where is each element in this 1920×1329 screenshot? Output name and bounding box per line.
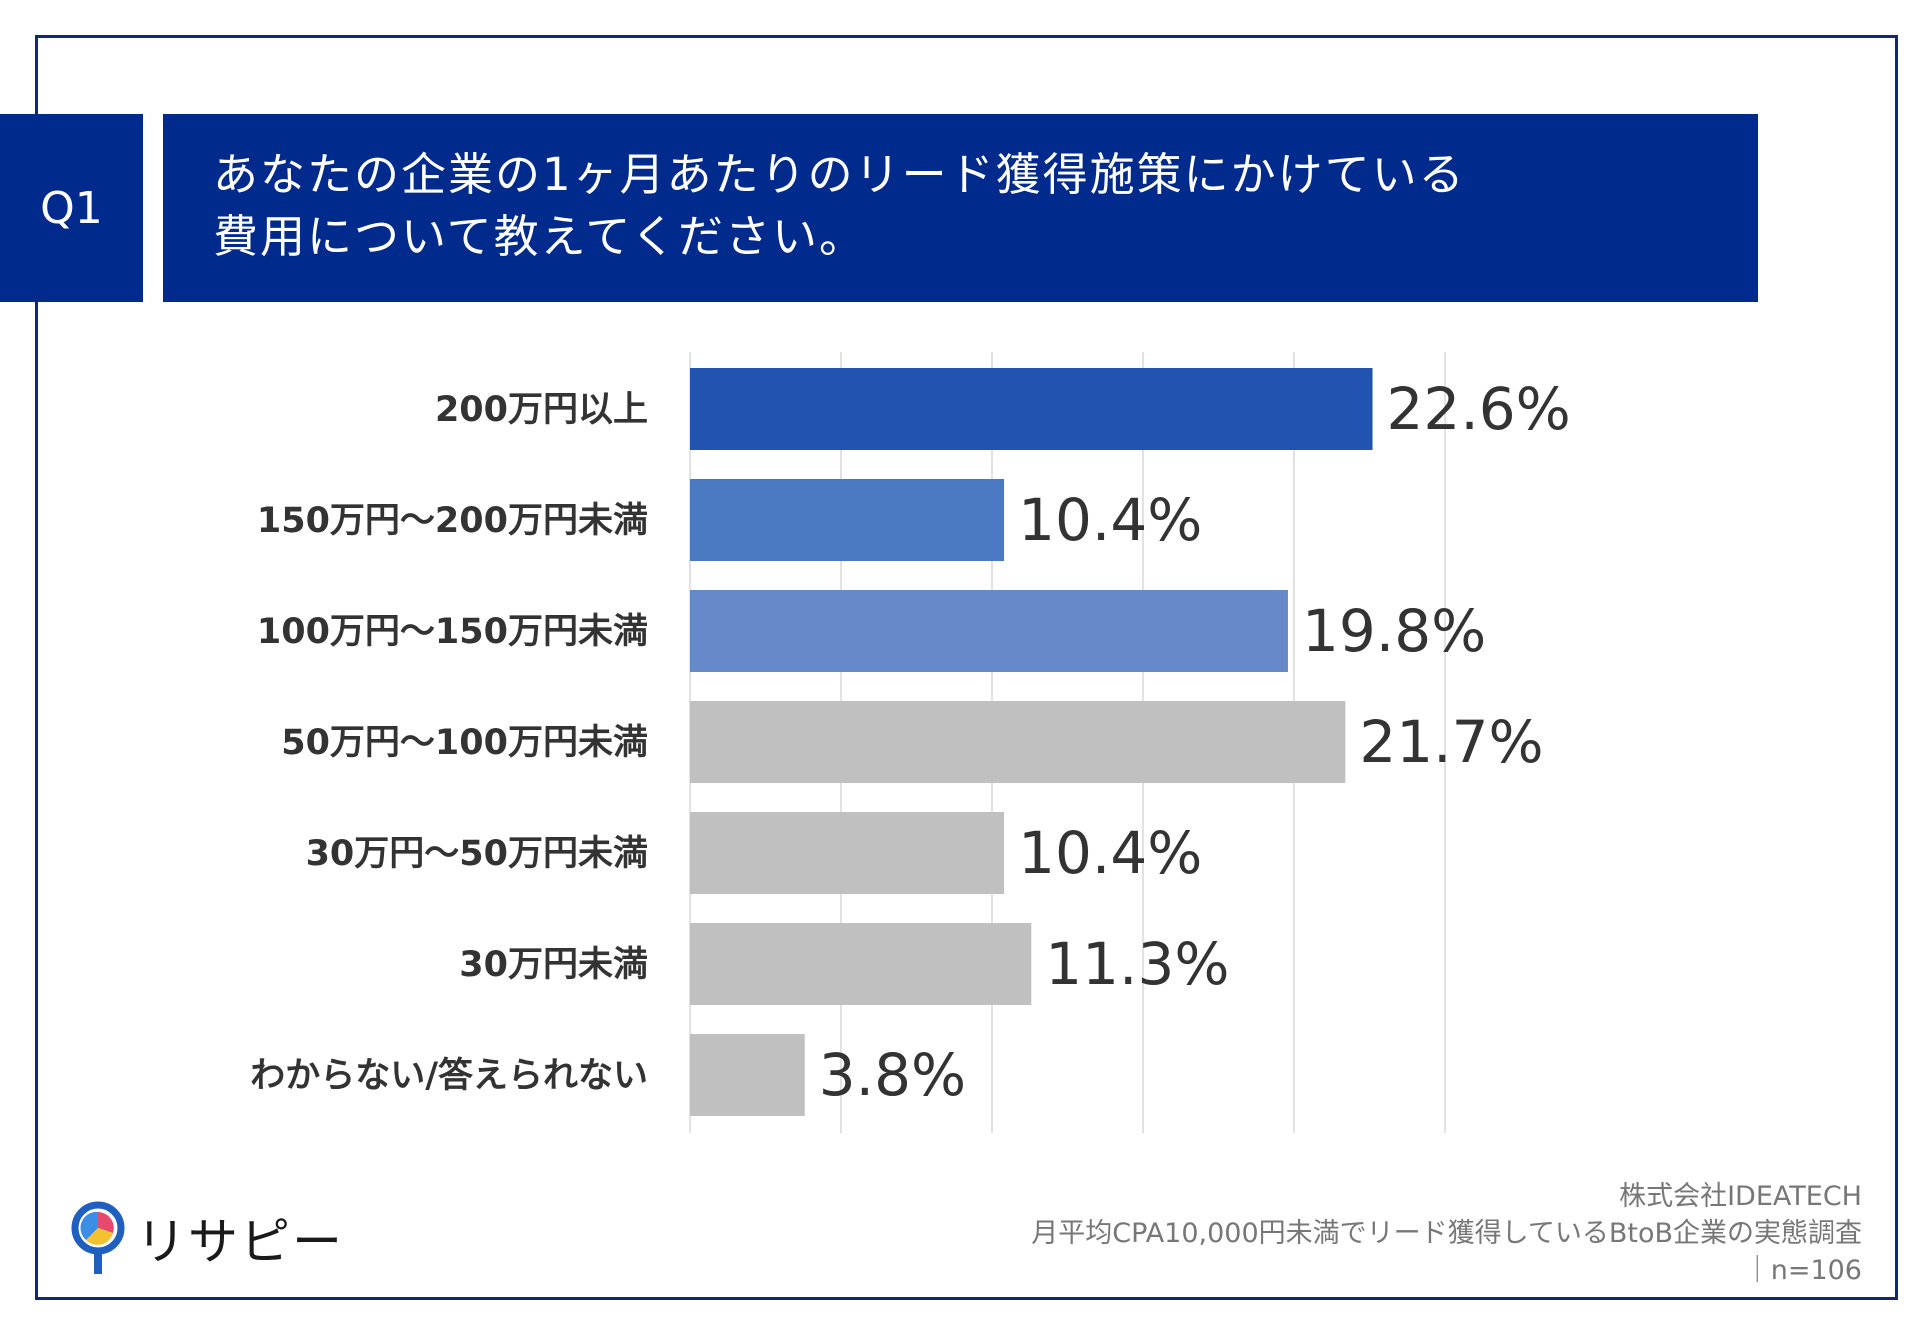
source-company: 株式会社IDEATECH	[1619, 1181, 1862, 1212]
category-label: 150万円〜200万円未満	[257, 501, 648, 541]
question-title-line1: あなたの企業の1ヶ月あたりのリード獲得施策にかけている	[213, 148, 1466, 201]
category-label: 50万円〜100万円未満	[281, 723, 648, 763]
logo-text: リサピー	[136, 1213, 344, 1271]
category-label: 30万円未満	[459, 945, 648, 985]
category-label: 30万円〜50万円未満	[306, 834, 648, 874]
bar	[690, 923, 1032, 1005]
question-title-line2: 費用について教えてください。	[213, 210, 867, 263]
data-label: 21.7%	[1359, 708, 1543, 776]
data-label: 10.4%	[1018, 819, 1202, 887]
data-label: 10.4%	[1018, 486, 1202, 554]
bar	[690, 1034, 805, 1116]
data-label: 19.8%	[1302, 597, 1486, 665]
frame	[35, 35, 1898, 1300]
pin-icon	[71, 1201, 125, 1274]
source-sample-size: ｜n=106	[1743, 1255, 1862, 1286]
category-label: わからない/答えられない	[250, 1056, 648, 1096]
bar	[690, 590, 1288, 672]
data-label: 22.6%	[1387, 375, 1571, 443]
risapi-logo: リサピー	[70, 1200, 344, 1276]
bar	[690, 368, 1373, 450]
source-note: 株式会社IDEATECH 月平均CPA10,000円未満でリード獲得しているBt…	[1031, 1178, 1862, 1289]
source-survey: 月平均CPA10,000円未満でリード獲得しているBtoB企業の実態調査	[1031, 1218, 1862, 1249]
category-label: 200万円以上	[435, 390, 648, 430]
category-label: 100万円〜150万円未満	[257, 612, 648, 652]
data-label: 11.3%	[1045, 930, 1229, 998]
data-label: 3.8%	[819, 1041, 966, 1109]
bar	[690, 812, 1005, 894]
question-title: あなたの企業の1ヶ月あたりのリード獲得施策にかけている 費用について教えてくださ…	[163, 114, 1758, 302]
bar	[690, 479, 1005, 561]
bar	[690, 701, 1346, 783]
question-badge: Q1	[0, 114, 143, 302]
